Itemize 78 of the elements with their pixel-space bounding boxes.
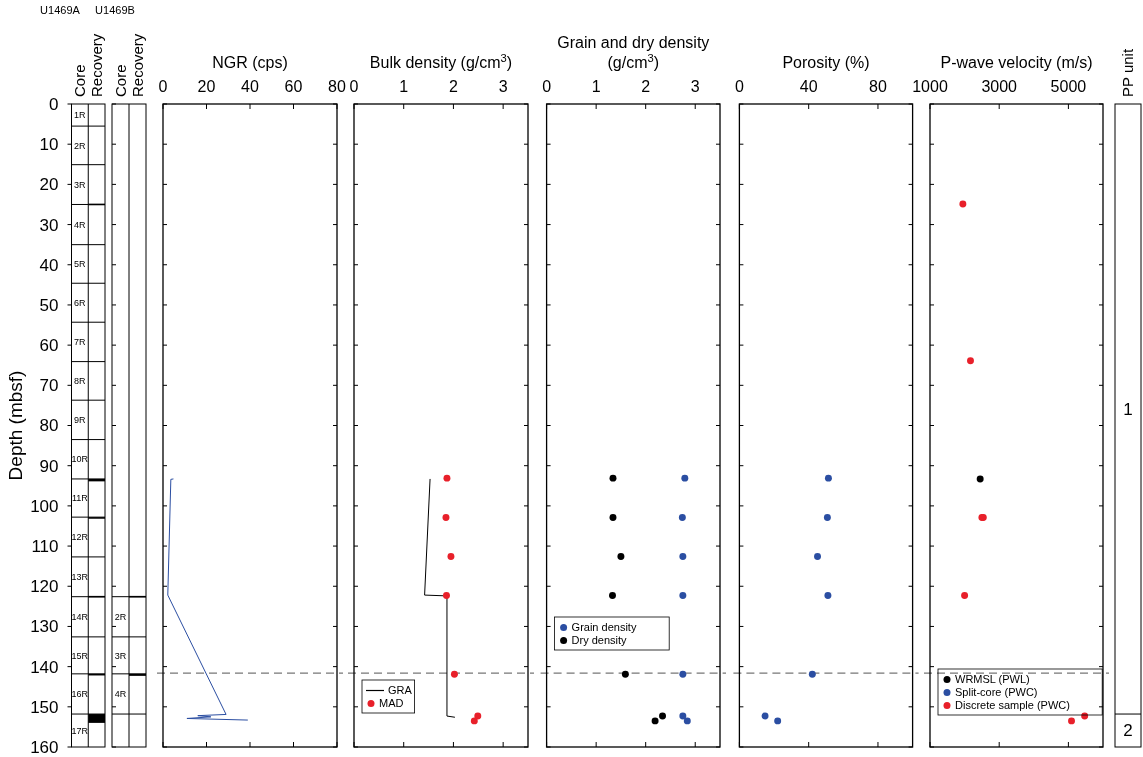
y-tick-label: 140 [30,657,59,677]
x-tick-label: 0 [349,78,359,95]
x-axis-title: Grain and dry density (g/cm$^{3}$) [557,34,710,71]
y-tick-label: 60 [39,336,59,356]
annotation: 11R [71,493,89,504]
legend-label: GRA [388,684,413,697]
x-tick-label: 0 [158,78,168,95]
legend-label: Dry density [571,634,628,647]
x-axis-title: NGR (cps) [212,54,288,71]
x-tick-label: 1 [591,78,601,95]
annotation: 2R [114,611,127,622]
text: 2 [1123,721,1133,741]
annotation: 13R [71,571,89,582]
y-tick-label: 40 [39,255,59,275]
x-tick-label: 2 [641,78,651,95]
annotation: 4R [114,689,127,700]
x-tick-label: 0 [734,78,744,95]
y-tick-label: 120 [30,577,59,597]
x-tick-label: Recovery [87,33,105,97]
annotation: 9R [74,415,87,426]
annotation: 5R [74,259,87,270]
y-tick-label: 150 [30,697,59,717]
x-tick-label: 1000 [912,78,948,95]
legend-label: Split-core (PWC) [955,686,1038,699]
x-tick-label: Core [111,64,129,97]
legend-label: MAD [379,697,404,710]
annotation: 3R [114,650,127,661]
annotation: 15R [71,650,89,661]
x-tick-label: 0 [542,78,552,95]
annotation: 4R [74,219,87,230]
chart-title: U1469B [95,4,135,16]
x-tick-label: 60 [284,78,303,95]
annotation: 3R [74,179,87,190]
text: 1 [1123,399,1133,419]
annotation: 7R [74,337,87,348]
y-tick-label: 90 [39,456,59,476]
y-tick-label: 0 [49,94,59,114]
annotation: 17R [71,725,89,736]
annotation: 16R [71,689,89,700]
annotation: 2R [74,140,87,151]
x-tick-label: Recovery [128,33,146,97]
y-tick-label: 50 [39,295,59,315]
y-tick-label: 30 [39,215,59,235]
y-axis-title: Depth (mbsf) [5,370,26,481]
y-tick-label: 160 [30,737,59,757]
x-tick-label: 5000 [1050,78,1087,95]
y-tick-label: 110 [31,537,59,557]
annotation: 1R [74,110,87,121]
x-tick-label: 3000 [981,78,1018,95]
annotation: 14R [71,611,89,622]
x-tick-label: 3 [498,78,508,95]
x-tick-label: 20 [197,78,216,95]
x-tick-label: 80 [328,78,346,95]
x-tick-label: 40 [799,78,818,95]
x-tick-label: 2 [448,78,458,95]
y-tick-label: 80 [39,416,59,436]
y-tick-label: 100 [30,496,59,516]
y-tick-label: 10 [39,135,59,155]
annotation: 10R [71,454,89,465]
x-tick-label: 80 [869,78,887,95]
x-axis-title: P-wave velocity (m/s) [940,54,1093,71]
x-tick-label: Core [71,64,89,97]
text: PP unit [1119,48,1137,97]
y-tick-label: 70 [39,376,59,396]
x-axis-title: Porosity (%) [782,54,870,71]
annotation: 8R [74,376,87,387]
legend-label: Discrete sample (PWC) [955,699,1070,712]
legend-label: WRMSL (PWL) [955,673,1030,686]
y-tick-label: 20 [39,175,59,195]
x-tick-label: 40 [241,78,259,95]
annotation: 6R [74,297,87,308]
x-tick-label: 3 [690,78,700,95]
chart-title: U1469A [40,4,81,16]
annotation: 12R [71,532,89,543]
x-axis-title: Bulk density (g/cm$^{3}$) [369,52,513,71]
y-tick-label: 130 [30,617,59,637]
x-tick-label: 1 [399,78,409,95]
legend-label: Grain density [571,621,637,634]
